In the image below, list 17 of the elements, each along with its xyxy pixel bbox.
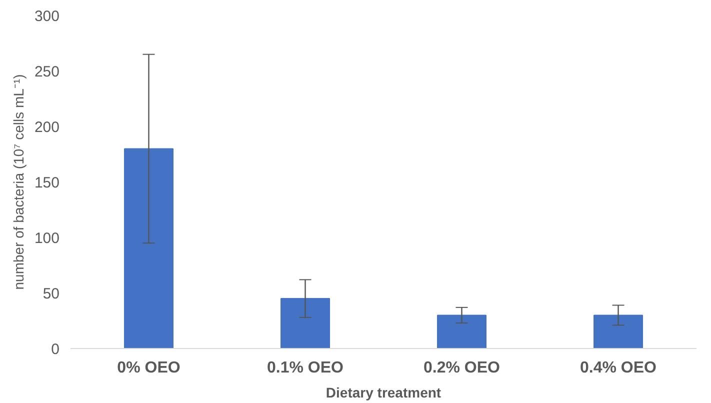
x-tick-label: 0% OEO <box>117 360 180 376</box>
y-tick-label: 300 <box>34 8 60 25</box>
bar <box>436 314 487 348</box>
x-tick-label: 0.4% OEO <box>580 360 656 376</box>
y-tick-label: 150 <box>34 174 60 192</box>
y-tick-label: 100 <box>34 230 60 247</box>
x-tick-label: 0.2% OEO <box>424 360 500 376</box>
bar <box>593 314 644 348</box>
x-axis-title: Dietary treatment <box>326 384 442 400</box>
x-tick-label: 0.1% OEO <box>267 360 344 376</box>
y-tick-label: 50 <box>42 286 60 302</box>
bar <box>280 298 330 348</box>
y-tick-label: 0 <box>51 341 60 358</box>
bar <box>124 148 174 348</box>
y-tick-label: 250 <box>34 64 60 80</box>
y-tick-label: 200 <box>34 119 60 136</box>
y-axis-title: number of bacteria (10⁷ cells mL⁻¹) <box>10 74 26 290</box>
